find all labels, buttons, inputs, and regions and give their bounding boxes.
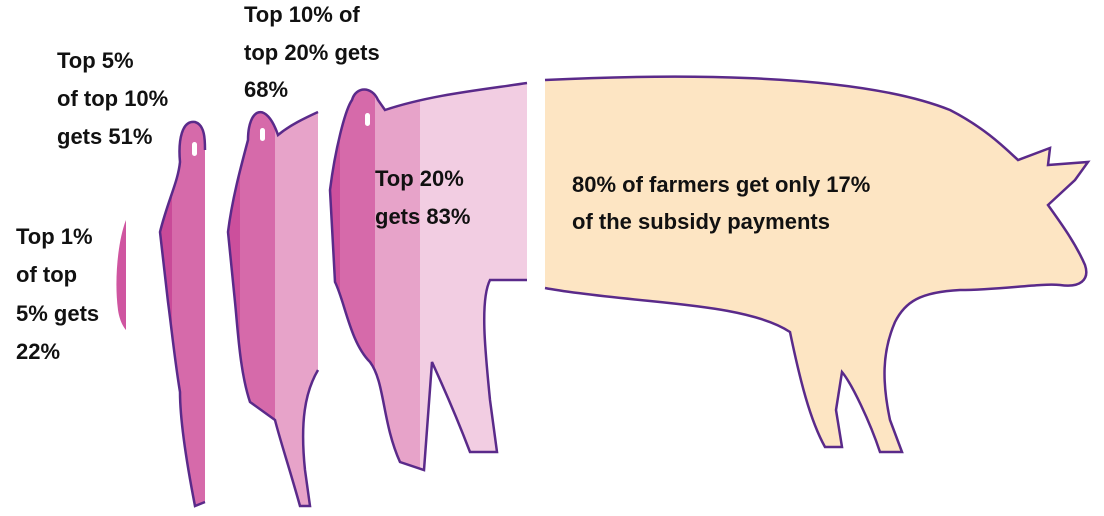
pig-eye: [260, 128, 265, 141]
pig-slice: [116, 220, 126, 330]
label-line: Top 1%: [16, 224, 93, 249]
label-line: top 20% gets: [244, 40, 380, 65]
label: Top 20% gets 83%: [375, 166, 470, 229]
label-line: 68%: [244, 77, 288, 102]
label-line: Top 10% of: [244, 2, 360, 27]
pig-eye: [192, 142, 197, 156]
label-line: 80% of farmers get only 17%: [572, 172, 870, 197]
label-line: gets 51%: [57, 124, 152, 149]
label-line: 22%: [16, 339, 60, 364]
label-line: of the subsidy payments: [572, 209, 830, 234]
pig-outline: [328, 81, 528, 472]
label-line: 5% gets: [16, 301, 99, 326]
label: Top 10% of top 20% gets 68%: [244, 2, 380, 102]
pig-outline: [226, 110, 320, 508]
label: Top 1% of top 5% gets 22%: [16, 224, 99, 364]
pig-eye: [365, 113, 370, 126]
label-line: of top: [16, 262, 77, 287]
label: Top 5% of top 10% gets 51%: [57, 48, 168, 149]
label-line: gets 83%: [375, 204, 470, 229]
label-line: Top 20%: [375, 166, 464, 191]
label: 80% of farmers get only 17% of the subsi…: [572, 172, 870, 234]
label-line: of top 10%: [57, 86, 168, 111]
label-line: Top 5%: [57, 48, 134, 73]
pig-body: [544, 75, 1091, 454]
pig-outline: [158, 120, 207, 508]
